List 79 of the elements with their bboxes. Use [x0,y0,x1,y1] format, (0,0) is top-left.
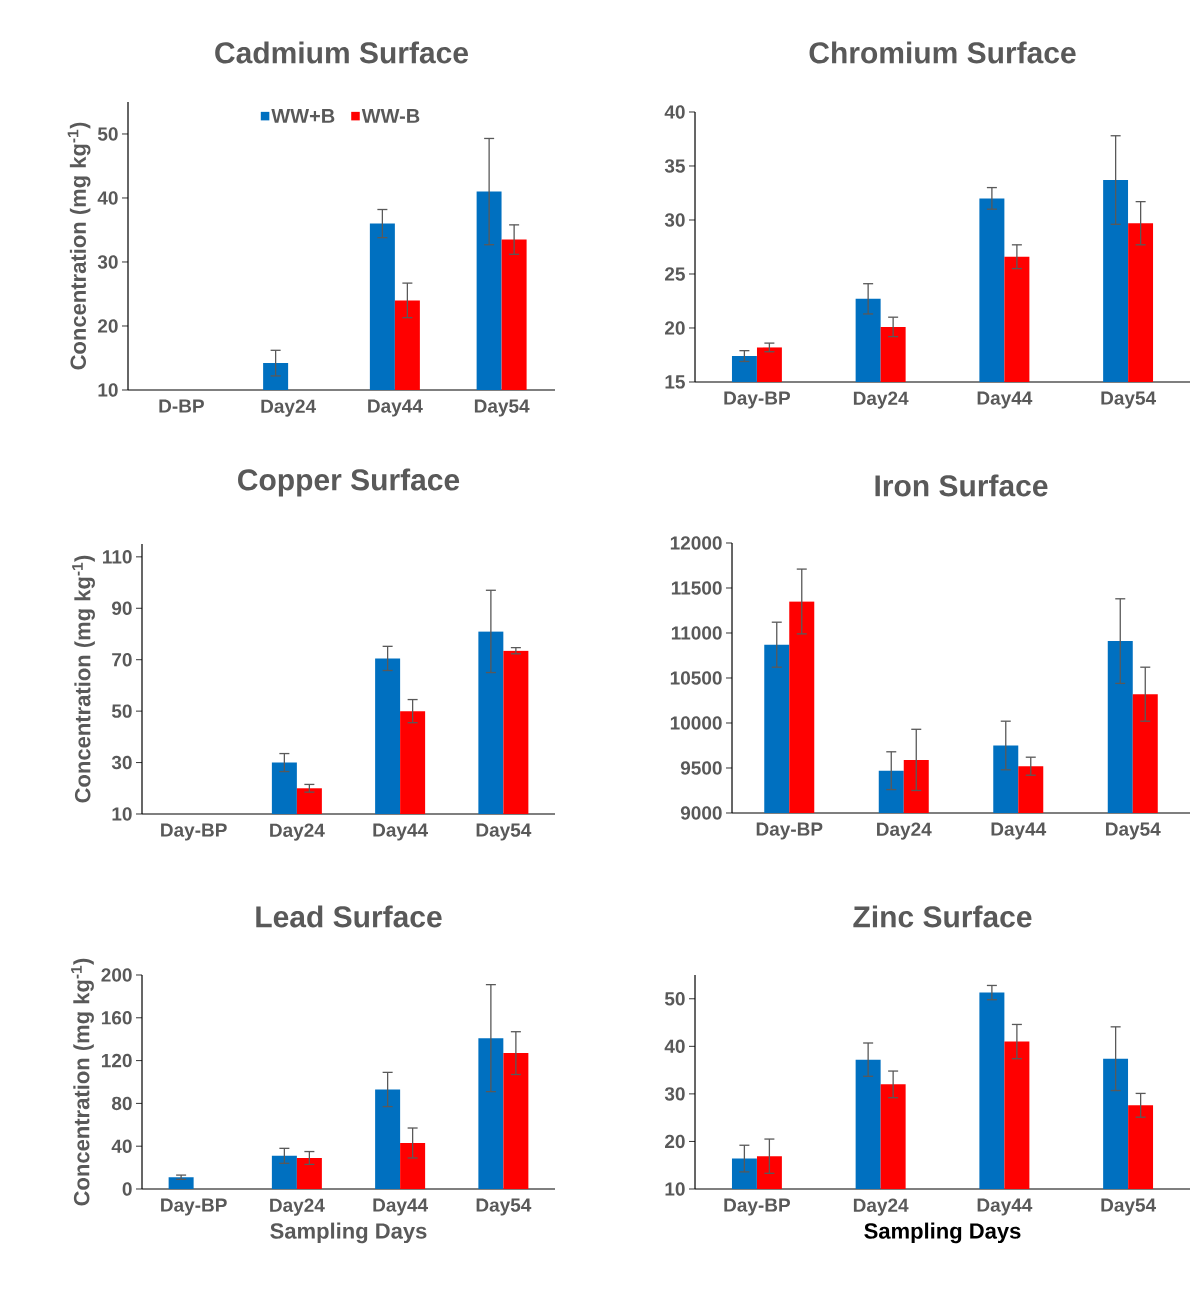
x-tick-label: Day44 [977,391,1033,409]
x-tick-label: Day-BP [161,1198,227,1216]
y-tick-label: 9500 [680,761,722,775]
y-tick-label: 9000 [680,806,722,820]
x-axis-title: Sampling Days [864,1222,1021,1244]
y-tick-label: 10 [112,807,132,821]
bar [168,1177,194,1189]
x-tick-label: D-BP [159,399,204,413]
x-tick-label: Day44 [991,822,1047,840]
chart-title: Copper Surface [238,468,460,497]
y-tick-label: 25 [665,267,685,281]
x-tick-label: Day24 [261,399,316,417]
y-tick-label: 20 [665,1134,685,1149]
x-tick-label: Day24 [853,1198,909,1216]
x-tick-label: Day54 [1106,822,1161,840]
x-tick-label: Day24 [877,822,932,840]
bar [271,1155,297,1189]
chart-title: Chromium Surface [809,41,1076,64]
x-tick-label: Day54 [1101,391,1157,409]
x-tick-label: Day44 [373,1198,428,1216]
bar [375,1089,401,1189]
y-tick-label: 50 [664,992,685,1006]
x-tick-label: Day-BP [724,391,790,409]
x-tick-label: Day44 [368,399,423,417]
chart-title: Lead Surface [256,905,442,928]
legend-label: WW+B [271,109,335,123]
y-tick-label: 10000 [670,716,722,730]
legend-label: WW-B [361,109,420,123]
y-tick-label: 10 [665,1182,685,1196]
y-tick-label: 40 [111,1139,132,1153]
y-tick-label: 20 [665,321,685,335]
y-tick-label: 40 [664,1039,685,1054]
y-tick-label: 11000 [671,626,722,640]
bar [400,1142,426,1189]
x-tick-label: Day-BP [756,822,823,840]
bar [478,1038,504,1189]
y-tick-label: 10500 [670,671,722,685]
x-axis-title: Sampling Days [270,1222,427,1244]
y-axis-title: Concentration (mg kg$^{-1}$) [72,555,95,803]
chart-title: Iron Surface [875,474,1048,497]
y-tick-label: 120 [101,1053,132,1068]
y-tick-label: 40 [97,191,118,205]
y-tick-label: 30 [664,213,685,227]
y-axis-title: Concentration (mg kg$^{-1}$) [71,958,94,1206]
y-tick-label: 10 [98,383,118,397]
y-tick-label: 30 [664,1087,685,1101]
y-tick-label: 70 [112,652,132,667]
y-axis-title: Concentration (mg kg$^{-1}$) [67,122,91,370]
chart-title: Zinc Surface [853,905,1032,928]
x-tick-label: Day54 [474,399,530,417]
x-tick-label: Day-BP [161,823,227,841]
x-tick-label: Day54 [476,1198,532,1216]
y-tick-label: 11500 [671,581,722,595]
x-tick-label: Day-BP [724,1198,790,1216]
y-tick-label: 50 [97,127,118,141]
y-tick-label: 0 [122,1182,132,1196]
y-tick-label: 50 [111,704,132,718]
y-tick-label: 15 [665,375,685,389]
x-tick-label: Day54 [1101,1198,1157,1216]
y-tick-label: 20 [97,319,118,333]
x-tick-label: Day24 [853,391,909,409]
x-tick-label: Day54 [476,823,532,841]
y-tick-label: 160 [101,1011,132,1025]
y-tick-label: 90 [111,601,132,615]
y-tick-label: 80 [111,1096,132,1111]
x-tick-label: Day44 [373,823,428,841]
x-tick-label: Day24 [270,1198,325,1216]
x-tick-label: Day24 [270,823,325,841]
y-tick-label: 40 [664,105,685,119]
y-tick-label: 30 [97,255,118,269]
bar [296,1157,322,1189]
y-tick-label: 30 [111,755,132,770]
y-tick-label: 110 [103,550,132,564]
chart-title: Cadmium Surface [215,41,468,64]
bar [503,1053,529,1189]
x-tick-label: Day44 [977,1198,1033,1216]
y-tick-label: 200 [101,968,132,982]
y-tick-label: 35 [664,159,685,173]
y-tick-label: 12000 [670,536,722,550]
